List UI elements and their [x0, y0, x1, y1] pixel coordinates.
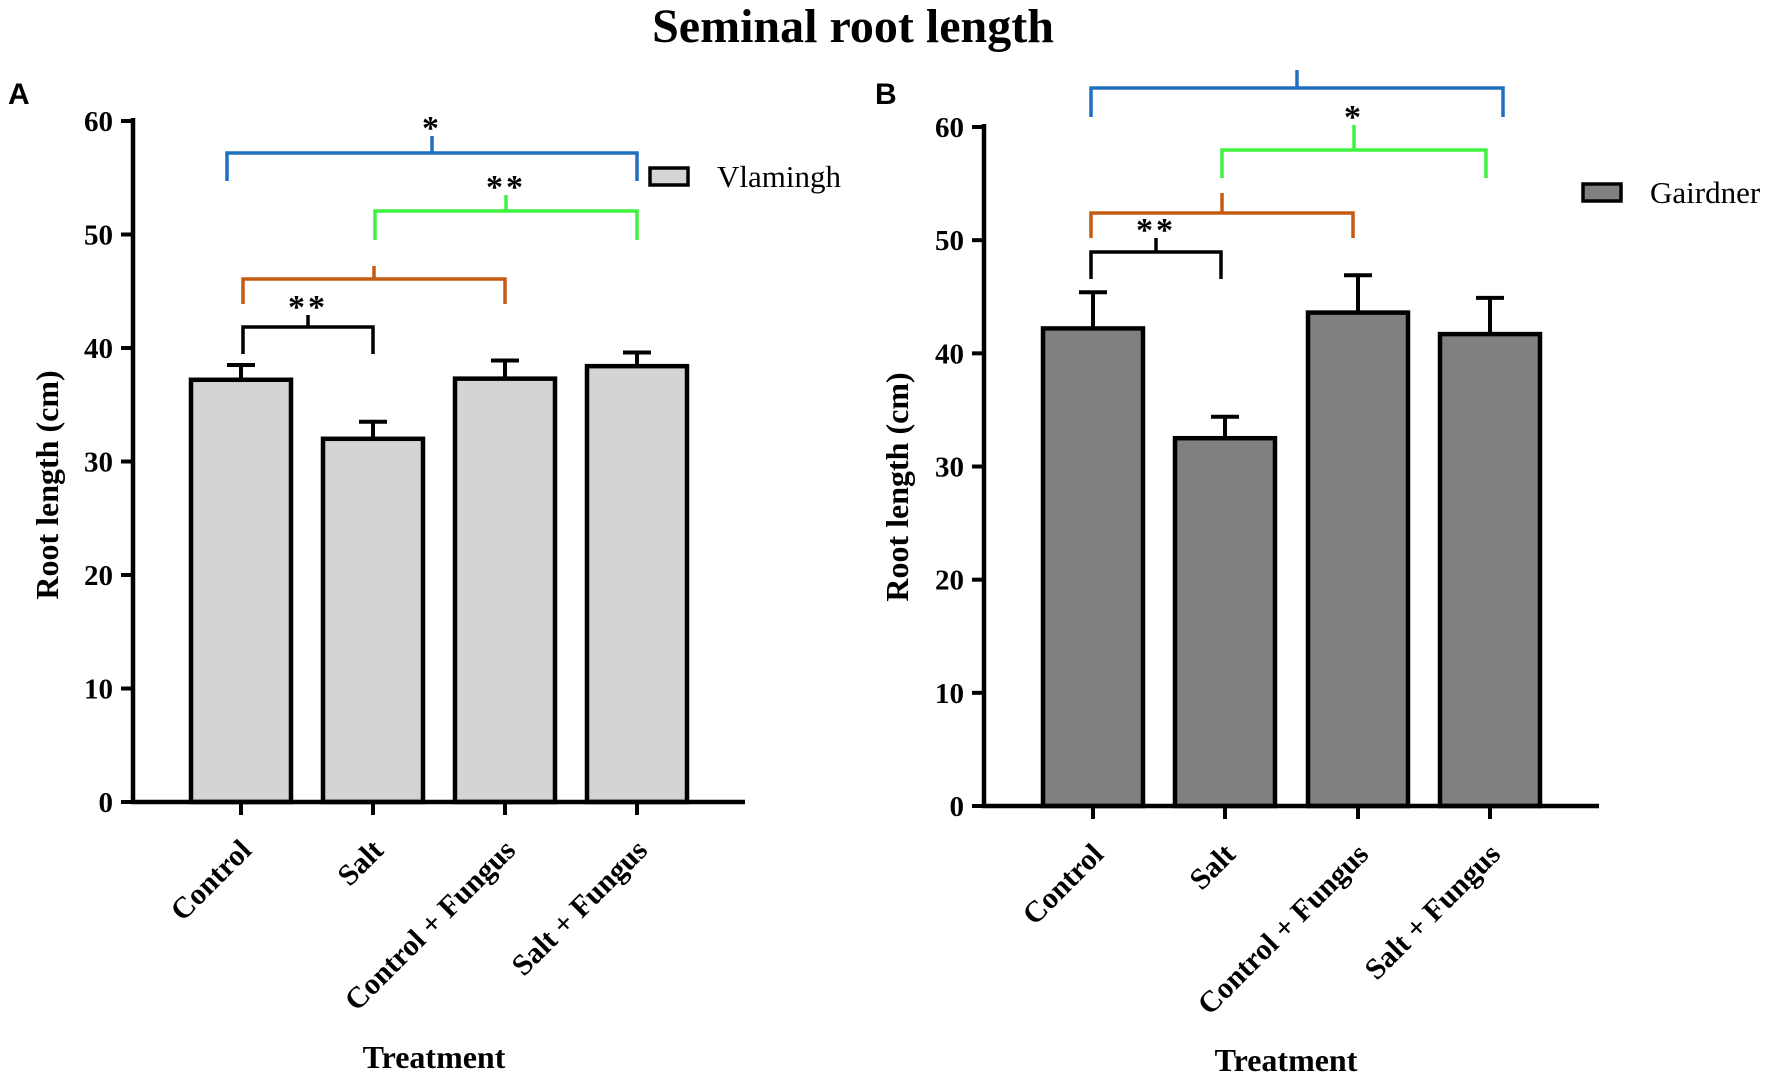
y-tick-label: 10 — [935, 678, 964, 710]
y-axis-title: Root length (cm) — [29, 370, 65, 599]
legend: Vlamingh — [648, 159, 841, 194]
y-tick-label: 20 — [935, 565, 964, 597]
panel-label: B — [875, 78, 897, 111]
y-tick-label: 40 — [84, 333, 113, 365]
y-tick-label: 20 — [84, 560, 113, 592]
bar-salt — [320, 436, 426, 805]
significance-bracket-control-vs-salt-fungus: * — [225, 110, 639, 181]
y-tick-label: 60 — [84, 106, 113, 138]
significance-bracket-control-vs-salt: ** — [241, 289, 375, 354]
panel-label: A — [8, 78, 30, 111]
x-axis-title: Treatment — [363, 1039, 506, 1075]
significance-label: ** — [486, 169, 526, 206]
significance-bracket-control-vs-control-fungus — [241, 266, 507, 304]
legend-swatch — [648, 166, 690, 187]
significance-label: ** — [288, 289, 328, 326]
significance-bracket-salt-vs-salt-fungus: * — [1220, 99, 1488, 178]
bar-salt-fungus — [584, 363, 690, 805]
bar-control — [188, 377, 294, 805]
bar-salt — [1172, 435, 1278, 809]
y-tick-label: 10 — [84, 674, 113, 706]
significance-bracket-control-vs-salt-fungus — [1089, 70, 1505, 117]
significance-bracket-salt-vs-salt-fungus: ** — [373, 169, 639, 240]
y-axis-title: Root length (cm) — [879, 372, 915, 601]
significance-label: ** — [1136, 212, 1176, 249]
y-tick-label: 0 — [99, 787, 114, 819]
significance-bracket-control-vs-salt: ** — [1089, 212, 1223, 279]
bar-salt-fungus — [1437, 331, 1543, 809]
legend-label: Vlamingh — [717, 159, 841, 194]
legend-swatch — [1581, 182, 1623, 203]
x-axis-title: Treatment — [1215, 1042, 1358, 1078]
legend: Gairdner — [1581, 175, 1761, 210]
significance-bracket-control-vs-control-fungus — [1089, 193, 1355, 238]
y-tick-label: 30 — [84, 447, 113, 479]
y-tick-label: 0 — [950, 791, 965, 823]
y-tick-label: 60 — [935, 112, 964, 144]
figure-title: Seminal root length — [652, 0, 1054, 53]
bar-control-fungus — [452, 376, 558, 805]
y-tick-label: 50 — [935, 225, 964, 257]
bar-control — [1040, 326, 1146, 809]
y-tick-label: 30 — [935, 452, 964, 484]
significance-label: * — [1344, 99, 1364, 136]
y-tick-label: 40 — [935, 338, 964, 370]
y-tick-label: 50 — [84, 220, 113, 252]
significance-label: * — [422, 110, 442, 147]
legend-label: Gairdner — [1650, 175, 1761, 210]
bar-control-fungus — [1305, 310, 1411, 809]
